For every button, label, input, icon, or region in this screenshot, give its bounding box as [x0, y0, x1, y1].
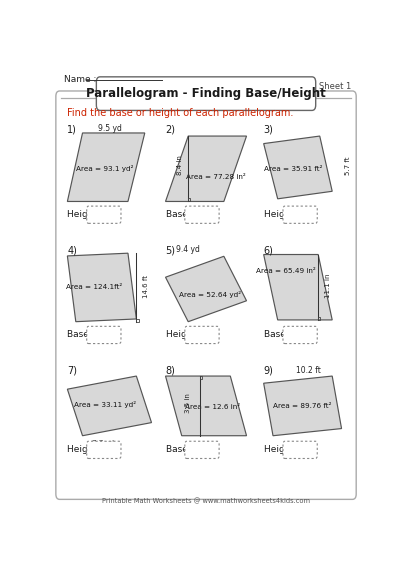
Text: Printable Math Worksheets @ www.mathworksheets4kids.com: Printable Math Worksheets @ www.mathwork…	[102, 498, 309, 505]
Polygon shape	[263, 254, 331, 320]
FancyBboxPatch shape	[184, 327, 219, 344]
Text: Parallelogram - Finding Base/Height: Parallelogram - Finding Base/Height	[86, 87, 325, 100]
Text: Area = 65.49 in²: Area = 65.49 in²	[255, 268, 314, 274]
Text: 9): 9)	[263, 365, 273, 375]
Text: Height =: Height =	[263, 445, 304, 455]
Text: Area = 52.64 yd²: Area = 52.64 yd²	[178, 290, 241, 298]
Text: 2): 2)	[165, 125, 175, 135]
Text: 11.1 in: 11.1 in	[324, 274, 330, 298]
FancyBboxPatch shape	[282, 206, 316, 223]
Text: Base =: Base =	[165, 445, 197, 455]
Text: Area = 77.28 in²: Area = 77.28 in²	[185, 173, 245, 180]
Text: 14.6 ft: 14.6 ft	[143, 274, 149, 297]
FancyBboxPatch shape	[87, 441, 121, 459]
Polygon shape	[165, 256, 246, 321]
Text: 5.7 ft: 5.7 ft	[344, 157, 350, 176]
Text: 9.4 yd: 9.4 yd	[176, 245, 200, 254]
FancyBboxPatch shape	[96, 77, 315, 110]
Text: Name :: Name :	[64, 75, 96, 84]
FancyBboxPatch shape	[87, 206, 121, 223]
FancyBboxPatch shape	[282, 327, 316, 344]
Text: Area = 124.1ft²: Area = 124.1ft²	[66, 285, 122, 290]
Text: 5): 5)	[165, 245, 175, 255]
Text: Area = 12.6 in²: Area = 12.6 in²	[184, 404, 239, 410]
Text: Base =: Base =	[263, 331, 295, 339]
Polygon shape	[263, 376, 341, 436]
FancyBboxPatch shape	[282, 441, 316, 459]
Text: Height =: Height =	[67, 445, 107, 455]
Text: Height =: Height =	[67, 210, 107, 219]
Text: 6): 6)	[263, 245, 273, 255]
FancyBboxPatch shape	[184, 206, 219, 223]
Polygon shape	[67, 253, 136, 321]
Text: Find the base or height of each parallelogram.: Find the base or height of each parallel…	[67, 108, 293, 118]
Text: Base =: Base =	[67, 331, 99, 339]
Text: Height =: Height =	[165, 331, 205, 339]
Text: 7.7 yd: 7.7 yd	[91, 440, 113, 446]
Polygon shape	[165, 136, 246, 201]
Text: Area = 89.76 ft²: Area = 89.76 ft²	[273, 403, 331, 409]
Text: 9.5 yd: 9.5 yd	[97, 123, 121, 133]
FancyBboxPatch shape	[184, 441, 219, 459]
Text: Area = 33.11 yd²: Area = 33.11 yd²	[74, 401, 136, 408]
Text: 3.5 in: 3.5 in	[185, 393, 191, 413]
Polygon shape	[263, 136, 331, 199]
Polygon shape	[67, 133, 144, 201]
Text: Area = 35.91 ft²: Area = 35.91 ft²	[263, 166, 322, 172]
Text: Height =: Height =	[263, 210, 304, 219]
Polygon shape	[165, 376, 246, 436]
Text: 3): 3)	[263, 125, 273, 135]
Text: 4): 4)	[67, 245, 77, 255]
FancyBboxPatch shape	[87, 327, 121, 344]
Text: 7): 7)	[67, 365, 77, 375]
Text: 8): 8)	[165, 365, 175, 375]
Text: Area = 93.1 yd²: Area = 93.1 yd²	[76, 165, 134, 172]
Text: 10.2 ft: 10.2 ft	[296, 366, 320, 375]
FancyBboxPatch shape	[56, 91, 355, 499]
Text: 1): 1)	[67, 125, 77, 135]
Text: Base =: Base =	[165, 210, 197, 219]
Text: 8.4 in: 8.4 in	[177, 156, 182, 176]
Text: Sheet 1: Sheet 1	[318, 82, 350, 91]
Polygon shape	[67, 376, 151, 436]
